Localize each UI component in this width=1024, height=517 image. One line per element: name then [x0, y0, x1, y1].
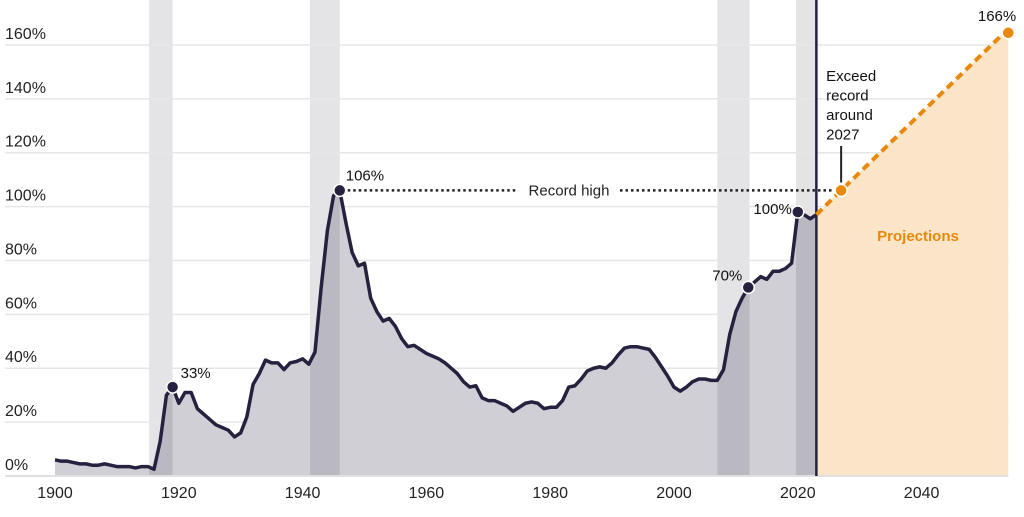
annotation-point	[165, 380, 180, 394]
annotation-label: 106%	[346, 167, 384, 184]
projection-line	[814, 27, 1010, 217]
y-tick-label: 100%	[5, 188, 46, 205]
exceed-note-text: record	[826, 88, 869, 105]
exceed-note-text: 2027	[826, 127, 859, 144]
debt-line	[54, 188, 818, 472]
annotation-label: 70%	[712, 267, 742, 284]
annotation-label: 33%	[181, 365, 211, 382]
x-tick-label: 1920	[161, 485, 197, 502]
y-tick-label: 80%	[5, 241, 37, 258]
projections-label: Projections	[877, 228, 959, 245]
y-tick-label: 20%	[5, 403, 37, 420]
exceed-note-text: around	[826, 107, 873, 124]
annotation-point	[332, 183, 347, 198]
x-tick-label: 1960	[409, 485, 445, 502]
y-tick-label: 40%	[5, 349, 37, 366]
annotation-label: 166%	[978, 8, 1016, 25]
shaded-period	[149, 0, 173, 476]
x-tick-label: 1940	[285, 485, 321, 502]
y-tick-label: 60%	[5, 295, 37, 312]
x-tick-label: 1900	[37, 485, 73, 502]
x-tick-label: 1980	[532, 485, 568, 502]
annotation-point	[1001, 26, 1016, 40]
x-tick-label: 2040	[904, 485, 940, 502]
y-tick-label: 140%	[5, 80, 46, 97]
debt-area	[55, 190, 817, 476]
y-tick-label: 160%	[5, 26, 46, 43]
projection-area	[816, 28, 1009, 477]
y-tick-label: 0%	[5, 457, 28, 474]
x-tick-label: 2020	[780, 485, 816, 502]
shaded-period-under-area	[795, 190, 817, 476]
record-high-label: Record high	[529, 182, 610, 199]
annotation-point	[741, 280, 756, 295]
exceed-point	[834, 183, 848, 198]
exceed-note-text: Exceed	[826, 68, 876, 85]
x-tick-label: 2000	[656, 485, 692, 502]
annotation-label: 100%	[753, 201, 791, 218]
annotation-point	[791, 205, 805, 219]
y-tick-label: 120%	[5, 134, 46, 151]
